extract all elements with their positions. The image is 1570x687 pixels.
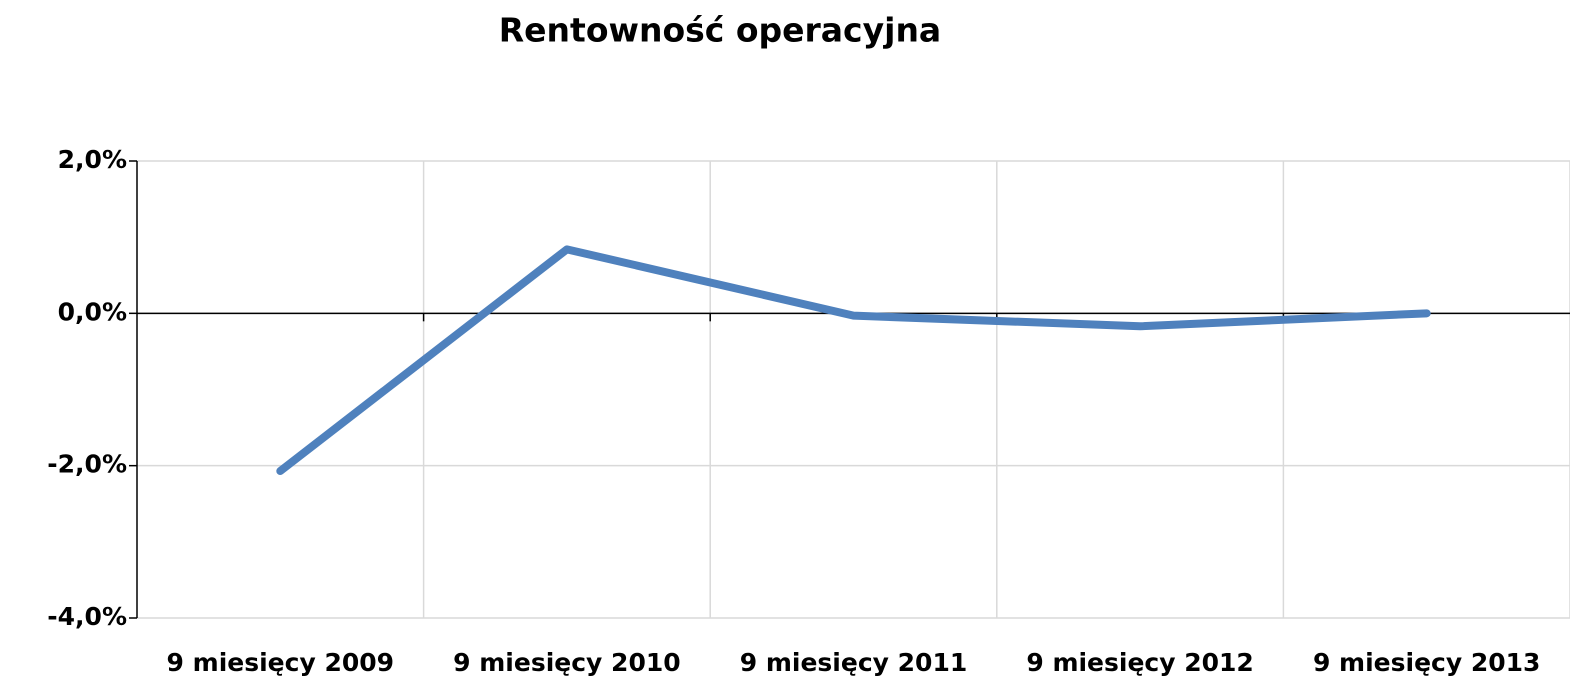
- y-tick-label: 0,0%: [58, 297, 127, 326]
- x-tick-label: 9 miesięcy 2010: [453, 648, 680, 677]
- x-tick-label: 9 miesięcy 2009: [167, 648, 394, 677]
- y-tick-label: -2,0%: [47, 450, 127, 479]
- y-tick-label: -4,0%: [47, 602, 127, 631]
- x-tick-label: 9 miesięcy 2013: [1313, 648, 1540, 677]
- chart-title: Rentowność operacyjna: [499, 11, 941, 50]
- x-tick-label: 9 miesięcy 2012: [1026, 648, 1253, 677]
- y-tick-label: 2,0%: [58, 145, 127, 174]
- x-tick-label: 9 miesięcy 2011: [740, 648, 967, 677]
- data-line: [276, 245, 1431, 475]
